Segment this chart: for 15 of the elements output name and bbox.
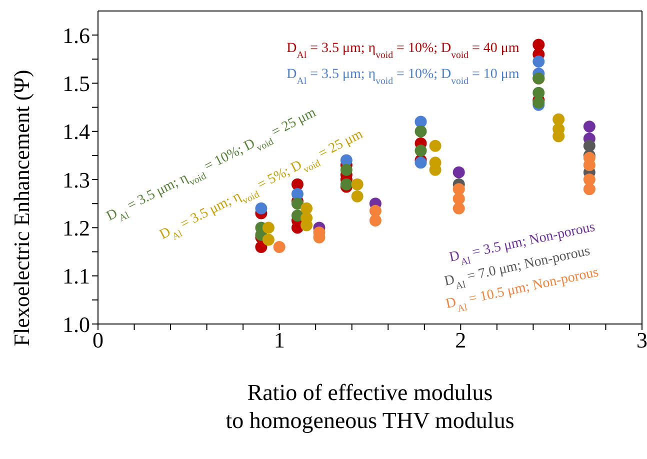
y-tick-label: 1.6 (62, 22, 90, 48)
x-tick-label: 0 (92, 328, 104, 353)
x-tick-label: 2 (455, 328, 466, 353)
series-label: D$_{Al}$ = 3.5 μm; η$_{void}$ = 10%; D$_{void}$ = 40 μm (286, 41, 520, 60)
y-tick-label: 1.0 (62, 312, 90, 337)
y-axis-title: Flexoelectric Enhancement (Ψ) (9, 70, 34, 346)
series-label: D$_{Al}$ = 3.5 μm; η$_{void}$ = 10%; D$_{void}$ = 10 μm (286, 67, 520, 86)
x-tick-label: 1 (274, 328, 285, 353)
x-tick-label: 3 (636, 328, 647, 353)
y-tick-label: 1.5 (62, 71, 90, 96)
y-tick-label: 1.4 (62, 119, 90, 144)
y-tick-label: 1.1 (62, 264, 90, 289)
y-tick-label: 1.2 (62, 216, 90, 240)
y-tick-label: 1.3 (62, 167, 90, 192)
x-axis-title: Ratio of effective modulus to homogeneous THV modulus (226, 380, 514, 433)
